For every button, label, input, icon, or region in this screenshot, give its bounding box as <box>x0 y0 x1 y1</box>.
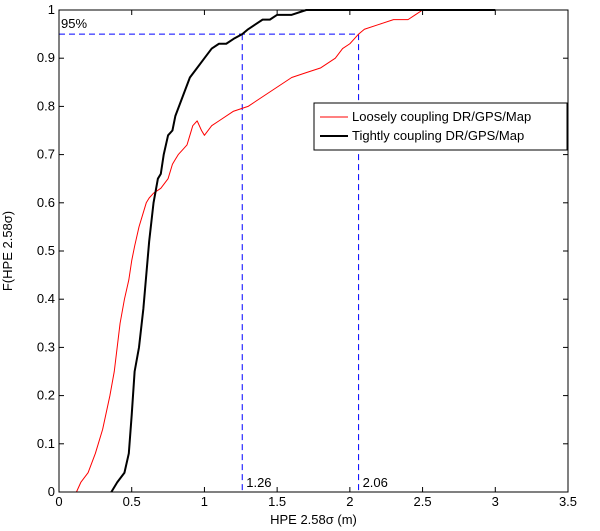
y-axis-label: F(HPE 2.58σ) <box>0 211 15 291</box>
series-lines <box>75 9 496 493</box>
y-tick-label-7: 0.7 <box>37 147 55 162</box>
plot-area <box>59 10 568 492</box>
y-tick-label-8: 0.8 <box>37 98 55 113</box>
legend: Loosely coupling DR/GPS/Map Tightly coupl… <box>313 102 568 151</box>
y-tick-label-1: 0.1 <box>37 436 55 451</box>
x-tick-label-2: 1 <box>201 494 208 509</box>
reference-marker-label-0: 1.26 <box>246 475 271 490</box>
x-tick-label-6: 3 <box>492 494 499 509</box>
y-tick-label-10: 1 <box>48 2 55 17</box>
legend-label-0: Loosely coupling DR/GPS/Map <box>352 109 531 124</box>
reference-marker-label-1: 2.06 <box>363 475 388 490</box>
x-tick-label-5: 2.5 <box>414 494 432 509</box>
y-tick-label-9: 0.9 <box>37 50 55 65</box>
x-tick-label-3: 1.5 <box>268 494 286 509</box>
y-tick-label-6: 0.6 <box>37 195 55 210</box>
x-tick-label-1: 0.5 <box>123 494 141 509</box>
y-tick-label-3: 0.3 <box>37 339 55 354</box>
y-tick-label-2: 0.2 <box>37 388 55 403</box>
legend-box <box>313 102 568 151</box>
y-tick-label-5: 0.5 <box>37 243 55 258</box>
y-tick-label-4: 0.4 <box>37 291 55 306</box>
x-axis-label: HPE 2.58σ (m) <box>270 512 357 527</box>
x-tick-label-0: 0 <box>55 494 62 509</box>
y-axis-ticks: 0 0.1 0.2 0.3 0.4 0.5 0.6 0.7 0.8 0.9 1 <box>37 2 568 499</box>
x-axis-ticks: 0 0.5 1 1.5 2 2.5 3 3.5 <box>55 10 577 509</box>
plot-background <box>59 10 568 492</box>
x-tick-label-4: 2 <box>346 494 353 509</box>
reference-level-label: 95% <box>61 16 87 31</box>
y-tick-label-0: 0 <box>48 484 55 499</box>
x-tick-label-7: 3.5 <box>559 494 577 509</box>
reference-lines: 1.26 2.06 <box>59 33 388 492</box>
legend-label-1: Tightly coupling DR/GPS/Map <box>352 128 524 143</box>
series-line-1 <box>110 9 496 493</box>
series-line-0 <box>75 9 496 493</box>
